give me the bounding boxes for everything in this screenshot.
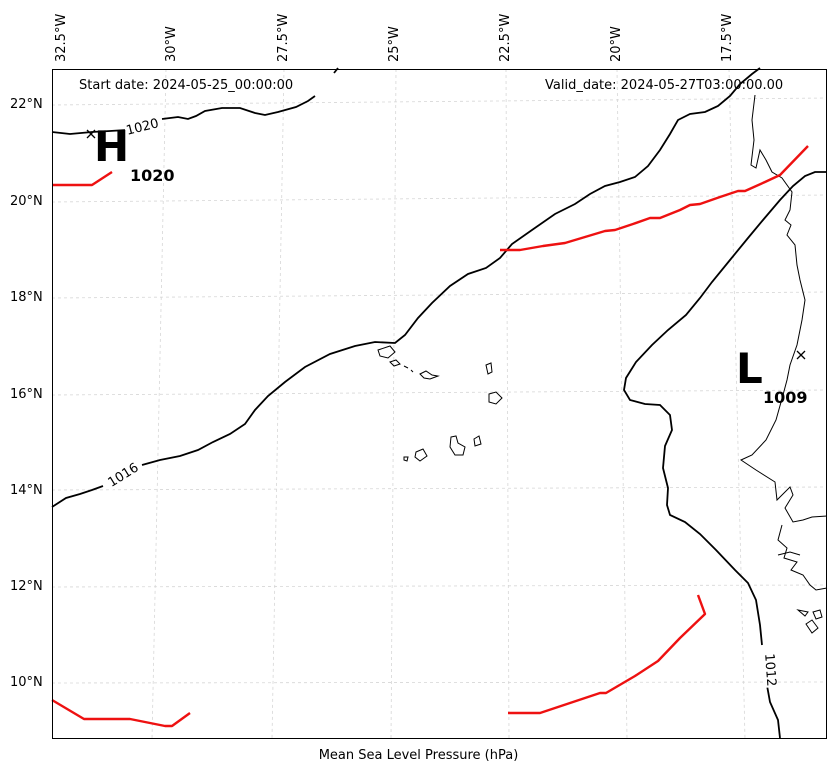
high-pressure-value: 1020 [130, 166, 175, 185]
coastline [377, 94, 828, 634]
front-northwest [52, 170, 113, 187]
lon-label-22-5w: 22.5°W [498, 13, 513, 62]
lon-label-27-5w: 27.5°W [276, 13, 291, 62]
lon-label-30w: 30°W [164, 26, 179, 62]
lat-label-14n: 14°N [10, 483, 43, 498]
lat-label-20n: 20°N [10, 194, 43, 209]
high-pressure-letter: H [94, 122, 130, 171]
front-northeast [500, 145, 809, 252]
isobar-1020-upper [333, 67, 339, 74]
fronts [51, 145, 809, 728]
lon-label-32-5w: 32.5°W [54, 13, 69, 62]
isobars [51, 67, 827, 739]
valid-date: Valid_date: 2024-05-27T03:00:00.00 [545, 78, 784, 93]
map-title: Mean Sea Level Pressure (hPa) [318, 748, 519, 763]
start-date: Start date: 2024-05-25_00:00:00 [79, 78, 294, 93]
lat-label-16n: 16°N [10, 387, 43, 402]
lon-label-17-5w: 17.5°W [720, 13, 735, 62]
low-pressure-letter: L [736, 344, 763, 393]
isobar-1012 [623, 171, 827, 739]
high-center-marker [86, 129, 96, 139]
isobar-label-1012: 1012 [761, 652, 779, 688]
low-center-marker [796, 350, 806, 360]
lat-label-10n: 10°N [10, 675, 43, 690]
lat-label-12n: 12°N [10, 579, 43, 594]
lon-label-20w: 20°W [609, 26, 624, 62]
lat-label-18n: 18°N [10, 290, 43, 305]
lon-label-25w: 25°W [387, 26, 402, 62]
lat-label-22n: 22°N [10, 97, 43, 112]
front-southeast [508, 594, 707, 715]
system-markers [86, 129, 806, 360]
isobar-1020 [51, 95, 316, 135]
low-pressure-value: 1009 [763, 388, 808, 407]
graticule [51, 68, 828, 740]
isobar-1016 [51, 67, 761, 508]
front-southwest [51, 698, 191, 728]
